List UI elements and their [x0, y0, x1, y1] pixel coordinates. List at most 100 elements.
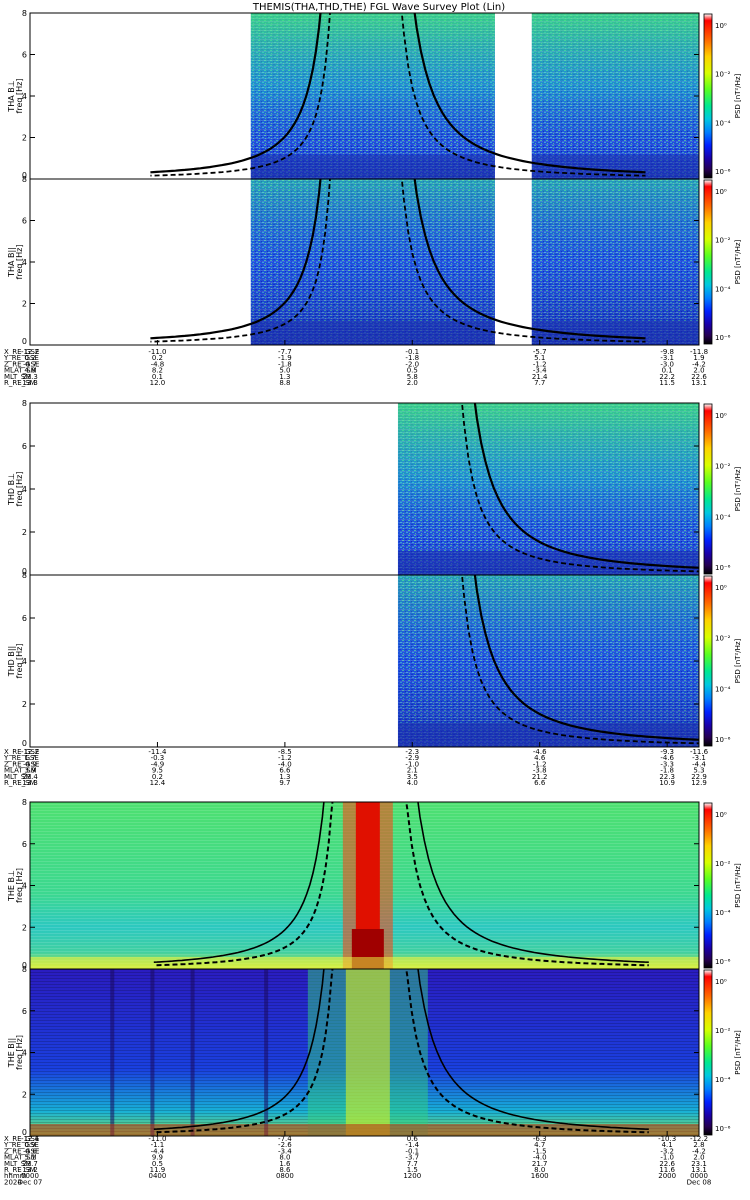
ephemeris-value: 9.9 [152, 1154, 163, 1162]
ephemeris-value: -3.8 [533, 767, 547, 775]
colorbar-tick-label: 10⁰ [715, 412, 727, 420]
ephemeris-value: -3.2 [660, 1147, 674, 1155]
ephemeris-value: 22.3 [659, 773, 675, 781]
colorbar-tick-label: 10⁻² [715, 71, 731, 79]
ephemeris-value: 0.5 [152, 1160, 163, 1168]
cyclotron-curve [413, 179, 646, 340]
colorbar-label: PSD [nT²/Hz] [734, 1030, 742, 1075]
colorbar [703, 969, 713, 1136]
ephemeris-value: -5.7 [533, 348, 547, 356]
ephemeris-value: -8.5 [278, 748, 292, 756]
ephemeris-value: 9.5 [152, 767, 163, 775]
panel-label: THE B|| [7, 1038, 16, 1068]
ephemeris-value: -11.6 [690, 748, 709, 756]
ephemeris-value: -3.7 [405, 1154, 419, 1162]
colorbar-tick-label: 10⁰ [715, 811, 727, 819]
ephemeris-value: 2.0 [693, 1154, 704, 1162]
y-tick-label: 2 [22, 1090, 27, 1099]
ephemeris-value: -1.0 [405, 760, 419, 768]
colorbar-label: PSD [nT²/Hz] [734, 239, 742, 284]
ephemeris-row-label: MLT_SM [4, 773, 31, 781]
colorbar-tick-label: 10⁻⁶ [715, 168, 731, 176]
ephemeris-value: -11.4 [148, 748, 167, 756]
ephemeris-value: -1.2 [533, 360, 547, 368]
spectrogram-panel: 0 2 4 6 8 THA B⊥ freq [Hz] 10⁰ 10⁻² 10⁻⁴ 10⁻⁶ PSD [… [7, 9, 742, 180]
colorbar-tick-label: 10⁻⁴ [715, 909, 731, 917]
y-tick-label: 0 [22, 739, 27, 748]
ephemeris-value: 1200 [403, 1172, 421, 1180]
cyclotron-curve [153, 802, 334, 967]
ephemeris-value: -12.2 [690, 1135, 708, 1143]
ephemeris-value: 3.9 [24, 767, 35, 775]
colorbar [703, 13, 713, 179]
ephemeris-value: -9.3 [660, 748, 674, 756]
y-tick-label: 2 [22, 528, 27, 537]
ephemeris-row-label: MLAT_SM [4, 767, 37, 775]
ephemeris-value: 0.5 [407, 367, 418, 375]
ephemeris-row-label: hhmm [4, 1172, 27, 1180]
colorbar-label: PSD [nT²/Hz] [734, 638, 742, 683]
ephemeris-value: 6.6 [279, 767, 291, 775]
panel-label: THE B⊥ [7, 870, 16, 902]
ephemeris-row-label: 2024 [4, 1178, 22, 1186]
spectrogram-image [30, 179, 699, 345]
ephemeris-value: 0.2 [24, 354, 35, 362]
y-tick-label: 0 [22, 1128, 27, 1137]
data-gap [494, 179, 532, 345]
ephemeris-value: 2.0 [407, 379, 418, 387]
y-tick-label: 4 [22, 657, 27, 666]
data-gap [494, 13, 532, 179]
cyclotron-curve [150, 13, 331, 177]
colorbar-tick-label: 10⁰ [715, 978, 727, 986]
y-tick-label: 4 [22, 1049, 27, 1058]
ephemeris-value: 8.0 [279, 1154, 290, 1162]
cyclotron-curve [413, 13, 646, 174]
ephemeris-row-label: Y_RE_GSE [3, 754, 39, 762]
ephemeris-row-label: MLT_SM [4, 373, 31, 381]
cyclotron-curve [150, 13, 322, 174]
ephemeris-value: 2.0 [693, 367, 704, 375]
ephemeris-value: -0.3 [151, 754, 165, 762]
ephemeris-value: -3.1 [692, 754, 706, 762]
ephemeris-value: -4.0 [533, 1154, 547, 1162]
colorbar-tick-label: 10⁰ [715, 22, 727, 30]
ephemeris-value: -7.7 [278, 348, 292, 356]
y-tick-label: 8 [22, 571, 27, 580]
ephemeris-value: 8.6 [279, 1166, 291, 1174]
ephemeris-value: -6.3 [533, 1135, 547, 1143]
spectrogram-panel: 0 2 4 6 8 THD B⊥ freq [Hz] 10⁰ 10⁻² 10⁻⁴ 10⁻⁶ PSD [… [7, 399, 742, 576]
cyclotron-curve [417, 969, 649, 1130]
ephemeris-value: 1600 [531, 1172, 549, 1180]
y-tick-label: 8 [22, 175, 27, 184]
ephemeris-value: 0.2 [152, 773, 163, 781]
ephemeris-value: 12.4 [150, 779, 166, 787]
y-tick-label: 4 [22, 92, 27, 101]
ephemeris-value: -3.4 [533, 367, 547, 375]
ephemeris-value: 23.4 [22, 773, 38, 781]
ephemeris-value: 0.9 [24, 1141, 35, 1149]
ephemeris-row-label: R_RE_SM [4, 1166, 36, 1174]
ephemeris-value: 21.2 [532, 773, 548, 781]
ephemeris-value: 10.9 [659, 779, 675, 787]
y-tick-label: 6 [22, 1007, 27, 1016]
colorbar-tick-label: 10⁻⁴ [715, 119, 731, 127]
ephemeris-value: -4.8 [151, 360, 165, 368]
cyclotron-curve [473, 403, 699, 569]
ephemeris-value: 2.8 [693, 1141, 704, 1149]
cyclotron-curve [405, 969, 649, 1134]
ephemeris-value: -3.3 [660, 760, 674, 768]
y-tick-label: 0 [22, 171, 27, 180]
ephemeris-value: 4.7 [534, 1141, 545, 1149]
y-tick-label: 8 [22, 965, 27, 974]
y-tick-label: 2 [22, 134, 27, 143]
ephemeris-value: 21.7 [532, 1160, 548, 1168]
ephemeris-value: -9.8 [660, 348, 674, 356]
cyclotron-curve [417, 802, 649, 963]
ephemeris-value: -4.6 [660, 754, 674, 762]
data-gap [30, 179, 251, 345]
colorbar-tick-label: 10⁻⁴ [715, 1076, 731, 1084]
colorbar-tick-label: 10⁰ [715, 188, 727, 196]
ephemeris-value: -3.0 [660, 360, 674, 368]
ephemeris-value: -2.6 [278, 1141, 292, 1149]
spectrogram-image [30, 403, 699, 575]
